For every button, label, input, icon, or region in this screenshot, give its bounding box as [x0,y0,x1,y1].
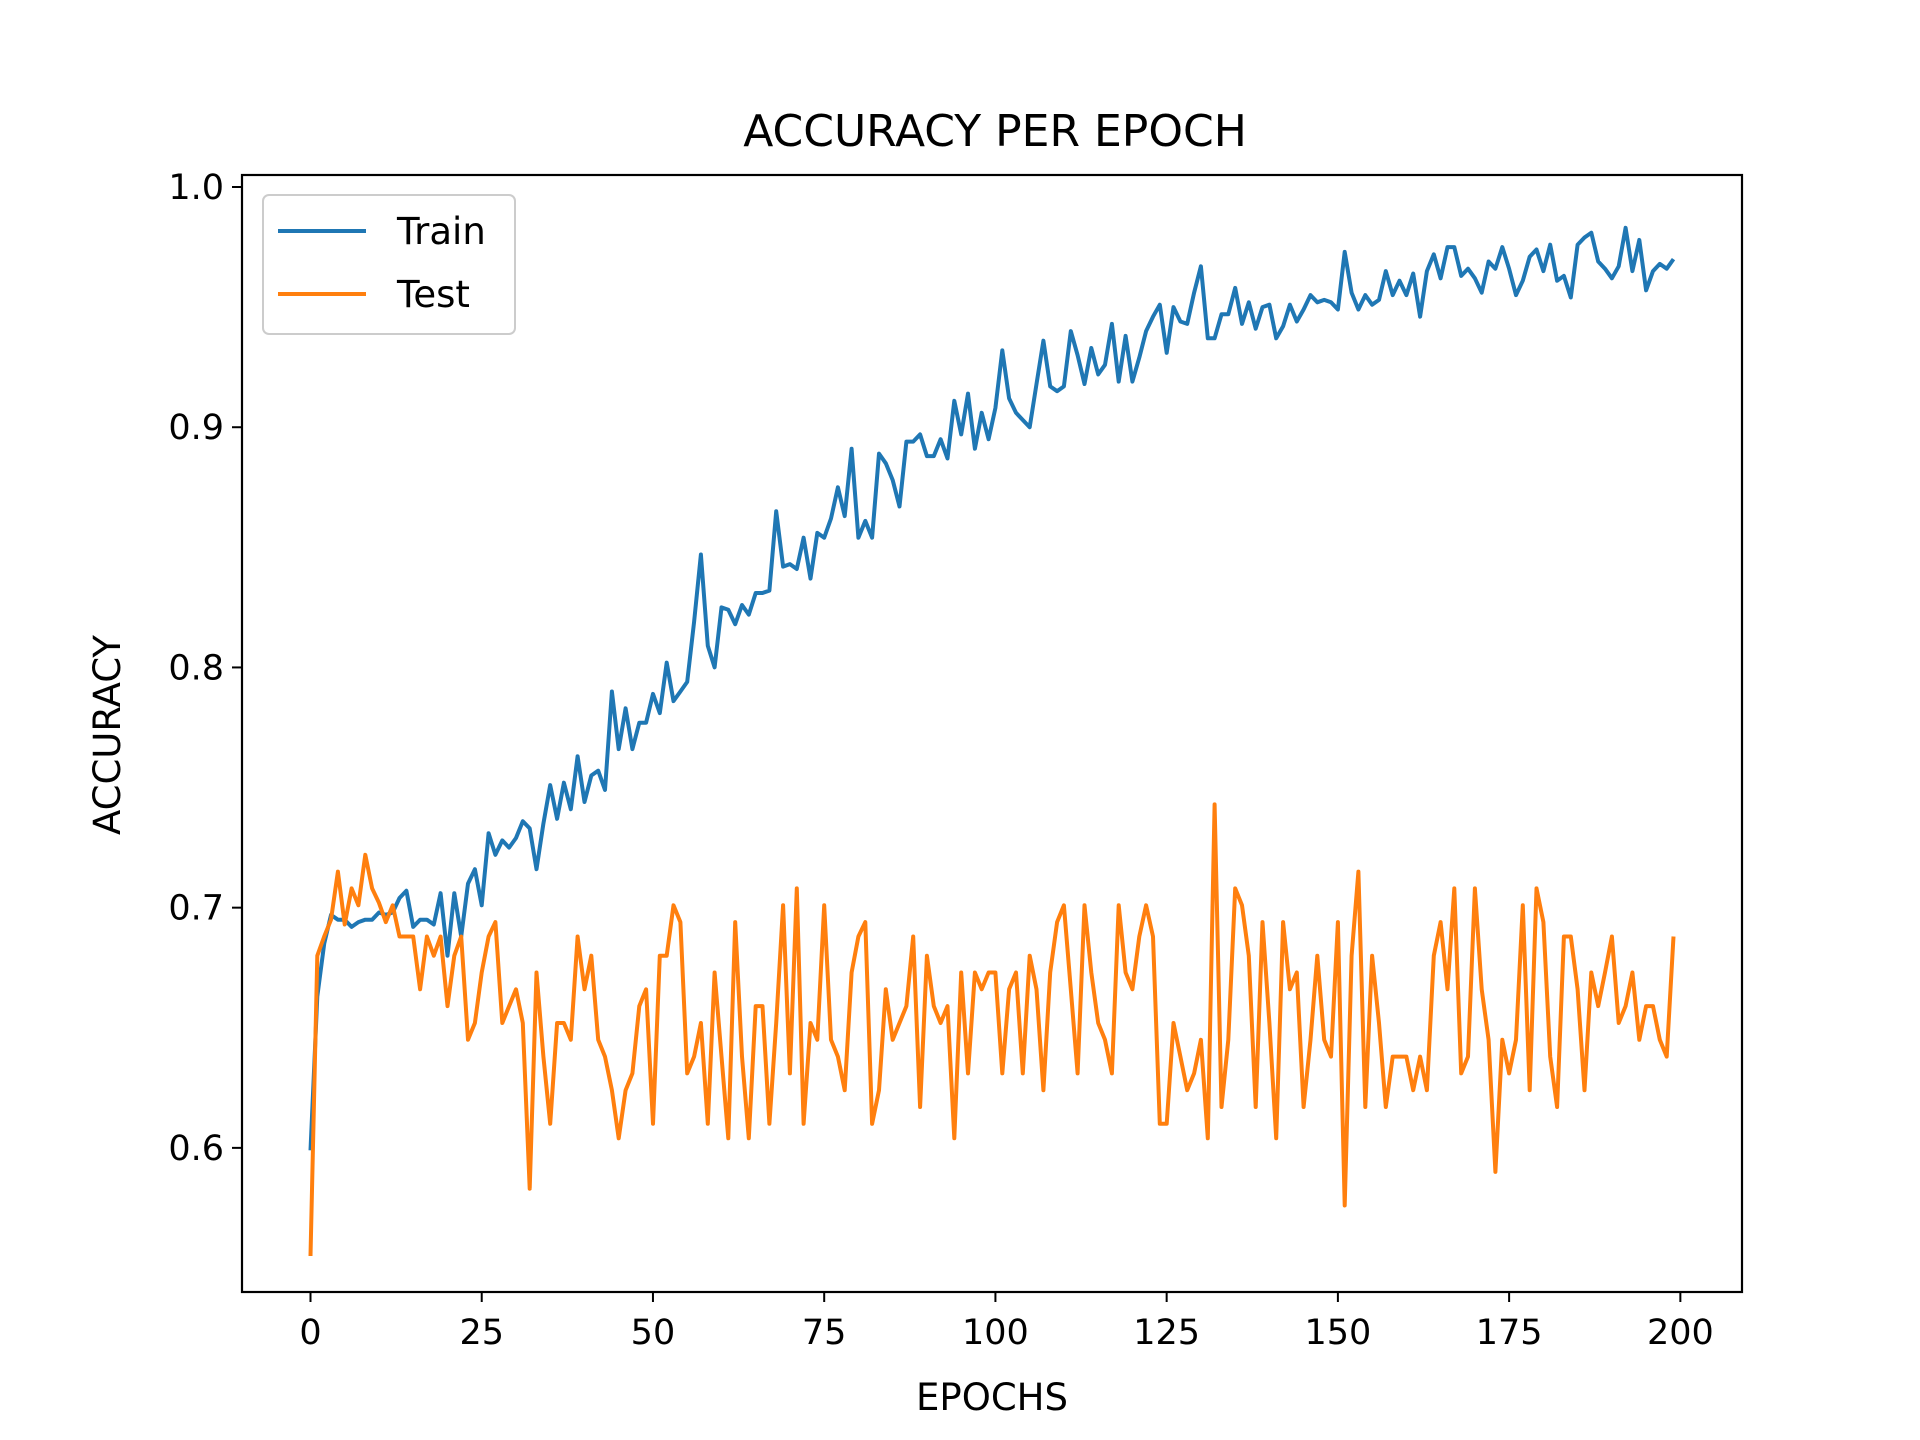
x-tick-label: 75 [802,1313,847,1353]
y-tick-label: 0.9 [168,408,224,448]
x-axis-title: EPOCHS [916,1376,1068,1419]
series-line-train [308,225,1676,1151]
legend: Train Test [262,194,516,335]
x-axis: 0 25 50 75 100 125 150 175 200 [299,1292,1714,1353]
series-line-test [308,802,1676,1257]
x-tick-label: 50 [631,1313,676,1353]
y-tick-label: 0.8 [168,648,224,688]
chart-title: ACCURACY PER EPOCH [743,106,1247,157]
x-tick-label: 100 [962,1313,1029,1353]
x-tick-label: 150 [1304,1313,1371,1353]
x-tick-label: 25 [459,1313,504,1353]
y-tick-label: 0.6 [168,1129,224,1169]
y-tick-label: 1.0 [168,168,224,208]
x-tick-label: 0 [299,1313,321,1353]
x-tick-label: 175 [1476,1313,1543,1353]
legend-label-train: Train [396,210,486,253]
x-tick-label: 125 [1133,1313,1200,1353]
y-axis-title: ACCURACY [86,635,129,835]
plot-frame [240,173,1744,1294]
plot-lines [308,225,1676,1257]
y-tick-label: 0.7 [168,889,224,929]
legend-label-test: Test [396,273,470,316]
x-tick-label: 200 [1647,1313,1714,1353]
y-axis: 0.6 0.7 0.8 0.9 1.0 [168,168,242,1169]
